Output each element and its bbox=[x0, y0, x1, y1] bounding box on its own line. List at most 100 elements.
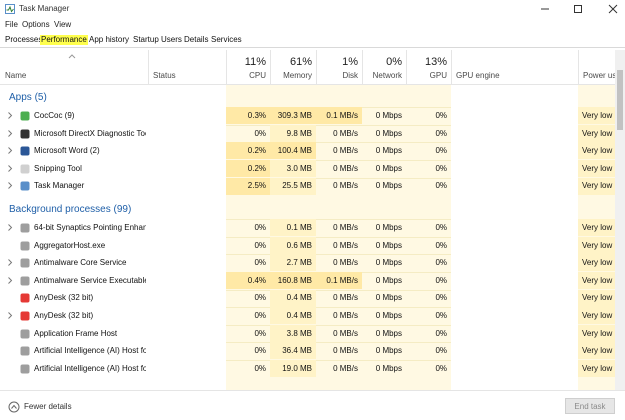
tab[interactable]: Users bbox=[161, 35, 182, 44]
cell-cpu: 0% bbox=[254, 311, 266, 320]
close[interactable] bbox=[608, 4, 618, 14]
process-name[interactable]: Artificial Intelligence (AI) Host fo... bbox=[34, 346, 146, 356]
tab[interactable]: Services bbox=[211, 35, 242, 44]
process-name[interactable]: Antimalware Service Executable bbox=[34, 275, 146, 285]
column-separator bbox=[406, 50, 407, 84]
process-name[interactable]: Application Frame Host bbox=[34, 328, 118, 338]
process-name[interactable]: 64-bit Synaptics Pointing Enhan... bbox=[34, 223, 146, 232]
cell-heat bbox=[578, 219, 615, 237]
column-percent: 0% bbox=[386, 56, 402, 68]
expand-arrow[interactable] bbox=[7, 129, 13, 141]
tab[interactable]: Processes bbox=[5, 35, 43, 44]
row-divider bbox=[226, 142, 451, 144]
expand-arrow[interactable] bbox=[7, 258, 13, 270]
scrollbar[interactable] bbox=[615, 50, 625, 390]
cell-heat bbox=[226, 160, 270, 177]
column-separator bbox=[451, 50, 452, 84]
cell-disk: 0 MB/s bbox=[333, 128, 358, 138]
cell-power: Very low bbox=[582, 311, 613, 320]
process-name[interactable]: Microsoft DirectX Diagnostic Tool bbox=[34, 128, 146, 138]
cell-heat bbox=[578, 324, 615, 342]
cell-disk: 0 MB/s bbox=[333, 181, 358, 191]
cell-cpu: 2.5% bbox=[247, 181, 266, 191]
scroll-thumb[interactable] bbox=[617, 70, 623, 130]
row-divider bbox=[226, 307, 451, 309]
cell-power: Very low bbox=[582, 328, 613, 338]
column-label[interactable]: Memory bbox=[283, 71, 312, 80]
cell-disk: 0 MB/s bbox=[333, 311, 358, 320]
cell-heat bbox=[578, 236, 615, 254]
process-name[interactable]: Artificial Intelligence (AI) Host fo... bbox=[34, 363, 146, 373]
expand-arrow[interactable] bbox=[7, 146, 13, 158]
cell-heat bbox=[270, 324, 316, 342]
cell-gpu: 0% bbox=[435, 146, 447, 156]
expand-arrow[interactable] bbox=[7, 311, 13, 323]
expand-arrow[interactable] bbox=[7, 164, 13, 176]
cell-power: Very low bbox=[582, 363, 613, 373]
column-label[interactable]: Disk bbox=[342, 71, 358, 80]
column-label[interactable]: Status bbox=[153, 71, 176, 80]
header-border bbox=[0, 84, 615, 85]
cell-cpu: 0.2% bbox=[247, 163, 266, 173]
cell-power: Very low bbox=[582, 223, 613, 232]
process-name[interactable]: Microsoft Word (2) bbox=[34, 146, 100, 156]
process-name[interactable]: Antimalware Core Service bbox=[34, 258, 127, 268]
tab[interactable]: Startup bbox=[133, 35, 159, 44]
process-icon bbox=[20, 241, 30, 251]
cell-gpu: 0% bbox=[435, 128, 447, 138]
column-label[interactable]: GPU bbox=[429, 71, 447, 80]
cell-power: Very low bbox=[582, 240, 613, 250]
cell-heat bbox=[270, 236, 316, 254]
row-divider bbox=[226, 342, 451, 344]
process-name[interactable]: AnyDesk (32 bit) bbox=[34, 293, 94, 303]
sort-arrow bbox=[68, 52, 76, 62]
maximize[interactable] bbox=[574, 5, 582, 13]
expand-arrow[interactable] bbox=[7, 276, 13, 288]
cell-heat bbox=[578, 254, 615, 272]
column-label[interactable]: GPU engine bbox=[456, 71, 500, 80]
cell-gpu: 0% bbox=[435, 163, 447, 173]
expand-arrow[interactable] bbox=[7, 181, 13, 193]
cell-network: 0 Mbps bbox=[375, 146, 402, 156]
cell-heat bbox=[270, 360, 316, 377]
cell-gpu: 0% bbox=[435, 346, 447, 356]
process-name[interactable]: AnyDesk (32 bit) bbox=[34, 311, 94, 320]
group-header[interactable]: Background processes (99) bbox=[9, 204, 132, 215]
column-separator bbox=[578, 50, 579, 84]
process-name[interactable]: AggregatorHost.exe bbox=[34, 240, 106, 250]
group-header[interactable]: Apps (5) bbox=[9, 92, 47, 103]
cell-heat bbox=[270, 307, 316, 325]
tab[interactable]: App history bbox=[89, 35, 130, 44]
end-task-button[interactable]: End task bbox=[565, 398, 615, 414]
cell-gpu: 0% bbox=[435, 311, 447, 320]
column-label[interactable]: Network bbox=[372, 71, 402, 80]
cell-disk: 0 MB/s bbox=[333, 223, 358, 232]
cell-disk: 0 MB/s bbox=[333, 163, 358, 173]
column-label[interactable]: Power usage bbox=[583, 71, 615, 80]
cell-heat bbox=[226, 272, 270, 289]
tab[interactable]: Performance bbox=[40, 35, 88, 45]
row-divider bbox=[226, 219, 451, 221]
process-name[interactable]: CocCoc (9) bbox=[34, 111, 75, 120]
cell-memory: 19.0 MB bbox=[282, 363, 312, 373]
column-label[interactable]: CPU bbox=[249, 71, 266, 80]
cell-memory: 160.8 MB bbox=[277, 275, 312, 285]
process-name[interactable]: Snipping Tool bbox=[34, 163, 82, 173]
cell-network: 0 Mbps bbox=[375, 328, 402, 338]
expand-arrow[interactable] bbox=[7, 111, 13, 123]
cell-network: 0 Mbps bbox=[375, 258, 402, 268]
cell-power: Very low bbox=[582, 163, 613, 173]
menu-item[interactable]: Options bbox=[22, 20, 50, 29]
cell-power: Very low bbox=[582, 293, 613, 303]
fewer-details[interactable]: Fewer details bbox=[24, 402, 72, 411]
cell-heat bbox=[578, 160, 615, 177]
menu-item[interactable]: View bbox=[54, 20, 72, 29]
process-icon bbox=[20, 146, 30, 156]
cell-cpu: 0% bbox=[254, 240, 266, 250]
tab[interactable]: Details bbox=[184, 35, 209, 44]
column-label[interactable]: Name bbox=[5, 71, 27, 80]
process-name[interactable]: Task Manager bbox=[34, 181, 85, 191]
menu-item[interactable]: File bbox=[5, 20, 18, 29]
process-icon bbox=[20, 111, 30, 121]
expand-arrow[interactable] bbox=[7, 223, 13, 235]
